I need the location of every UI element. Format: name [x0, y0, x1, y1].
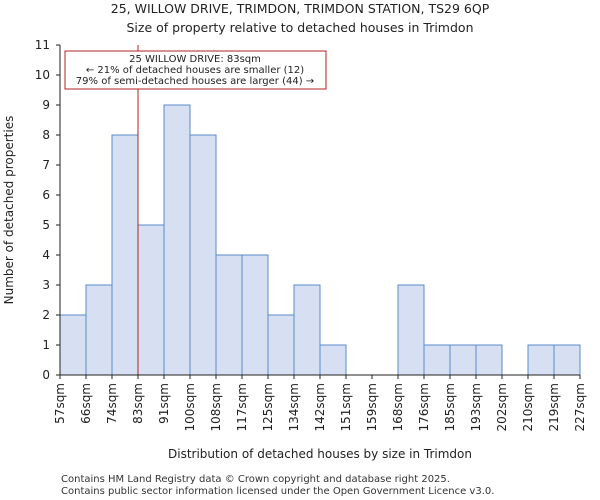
- bar-117sqm: [241, 254, 269, 376]
- x-tick-label-227sqm: 227sqm: [573, 383, 587, 431]
- y-tick-label-9: 9: [42, 98, 50, 112]
- x-tick-label-91sqm: 91sqm: [157, 383, 171, 424]
- x-tick-label-210sqm: 210sqm: [521, 383, 535, 431]
- chart-title: 25, WILLOW DRIVE, TRIMDON, TRIMDON STATI…: [111, 1, 490, 16]
- annotation-line-3: 79% of semi-detached houses are larger (…: [76, 76, 314, 87]
- bars-group: [59, 104, 581, 376]
- bar-74sqm: [111, 134, 139, 376]
- y-tick-label-10: 10: [35, 68, 50, 82]
- annotation-box: 25 WILLOW DRIVE: 83sqm ← 21% of detached…: [64, 50, 327, 90]
- x-tick-label-83sqm: 83sqm: [131, 383, 145, 424]
- x-tick-label-202sqm: 202sqm: [495, 383, 509, 431]
- y-tick-label-8: 8: [42, 128, 50, 142]
- bar-193sqm: [475, 344, 503, 376]
- footer-line-2: Contains public sector information licen…: [61, 486, 494, 497]
- annotation-line-1: 25 WILLOW DRIVE: 83sqm: [129, 54, 261, 65]
- bar-142sqm: [319, 344, 347, 376]
- bar-91sqm: [163, 104, 191, 376]
- chart-subtitle: Size of property relative to detached ho…: [126, 20, 473, 35]
- footer-line-1: Contains HM Land Registry data © Crown c…: [61, 474, 450, 485]
- y-tick-label-0: 0: [42, 368, 50, 382]
- y-tick-label-11: 11: [35, 38, 50, 52]
- x-tick-label-159sqm: 159sqm: [365, 383, 379, 431]
- bar-83sqm: [137, 224, 165, 376]
- bar-219sqm: [553, 344, 581, 376]
- x-tick-label-176sqm: 176sqm: [417, 383, 431, 431]
- x-tick-label-66sqm: 66sqm: [79, 383, 93, 424]
- y-tick-label-7: 7: [42, 158, 50, 172]
- bar-66sqm: [85, 284, 113, 376]
- bar-176sqm: [423, 344, 451, 376]
- bar-134sqm: [293, 284, 321, 376]
- x-tick-label-134sqm: 134sqm: [287, 383, 301, 431]
- annotation-line-2: ← 21% of detached houses are smaller (12…: [86, 65, 304, 76]
- x-tick-label-100sqm: 100sqm: [183, 383, 197, 431]
- x-tick-label-108sqm: 108sqm: [209, 383, 223, 431]
- x-tick-label-117sqm: 117sqm: [235, 383, 249, 431]
- x-axis-label: Distribution of detached houses by size …: [168, 447, 472, 461]
- x-tick-label-185sqm: 185sqm: [443, 383, 457, 431]
- y-tick-label-1: 1: [42, 338, 50, 352]
- x-tick-label-151sqm: 151sqm: [339, 383, 353, 431]
- x-tick-label-168sqm: 168sqm: [391, 383, 405, 431]
- y-tick-label-2: 2: [42, 308, 50, 322]
- y-ticks-group: 0 1 2 3 4 5 6 7 8 9 10 11: [35, 38, 60, 382]
- x-tick-label-74sqm: 74sqm: [105, 383, 119, 424]
- bar-168sqm: [397, 284, 425, 376]
- x-tick-label-142sqm: 142sqm: [313, 383, 327, 431]
- y-axis-label: Number of detached properties: [2, 116, 16, 305]
- bar-185sqm: [449, 344, 477, 376]
- bar-57sqm: [59, 314, 87, 376]
- x-tick-label-193sqm: 193sqm: [469, 383, 483, 431]
- y-tick-label-4: 4: [42, 248, 50, 262]
- bar-125sqm: [267, 314, 295, 376]
- x-tick-label-219sqm: 219sqm: [547, 383, 561, 431]
- annotation-frame: [64, 50, 327, 90]
- y-tick-label-5: 5: [42, 218, 50, 232]
- x-ticks-group: 57sqm 66sqm 74sqm 83sqm 91sqm 100sqm 108sqm 117…: [53, 375, 587, 431]
- y-tick-label-3: 3: [42, 278, 50, 292]
- x-tick-label-125sqm: 125sqm: [261, 383, 275, 431]
- bar-108sqm: [215, 254, 243, 376]
- bar-210sqm: [527, 344, 555, 376]
- y-tick-label-6: 6: [42, 188, 50, 202]
- bar-100sqm: [189, 134, 217, 376]
- x-tick-label-57sqm: 57sqm: [53, 383, 67, 424]
